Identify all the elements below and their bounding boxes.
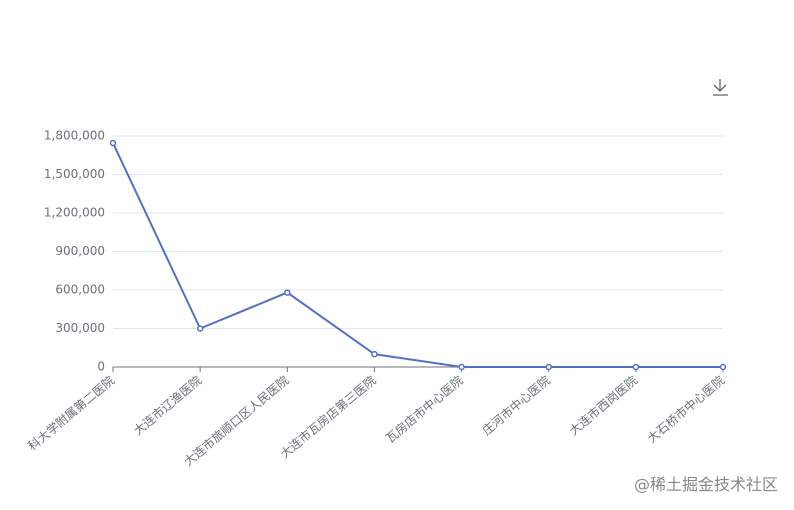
x-tick-label: 瓦房店市中心医院: [383, 372, 466, 445]
y-tick-label: 1,800,000: [44, 129, 105, 143]
y-tick-label: 1,200,000: [44, 206, 105, 220]
x-tick-label: 大石桥市中心医院: [644, 372, 727, 445]
point: [632, 363, 640, 371]
y-tick-label: 600,000: [55, 283, 105, 297]
point: [371, 350, 378, 358]
point: [284, 289, 291, 296]
x-tick-label: 大连市西岗医院: [566, 372, 640, 437]
y-tick-label: 900,000: [55, 244, 105, 258]
y-tick-label: 300,000: [55, 321, 105, 335]
x-tick-label: 大连市瓦房店第三医院: [277, 372, 379, 461]
point: [458, 363, 465, 371]
point: [719, 363, 727, 371]
y-tick-label: 0: [97, 360, 105, 374]
point: [109, 139, 117, 147]
x-tick-label: 科大学附属第二医院: [25, 372, 117, 453]
line: [112, 142, 723, 368]
y-tick-label: 1,500,000: [44, 167, 105, 181]
point: [196, 325, 204, 332]
point: [545, 363, 552, 371]
watermark: @稀土掘金技术社区: [634, 475, 778, 494]
x-tick-label: 庄河市中心医院: [479, 372, 553, 437]
x-tick-label: 大连市辽渔医院: [130, 372, 204, 437]
download-icon[interactable]: [713, 79, 728, 96]
